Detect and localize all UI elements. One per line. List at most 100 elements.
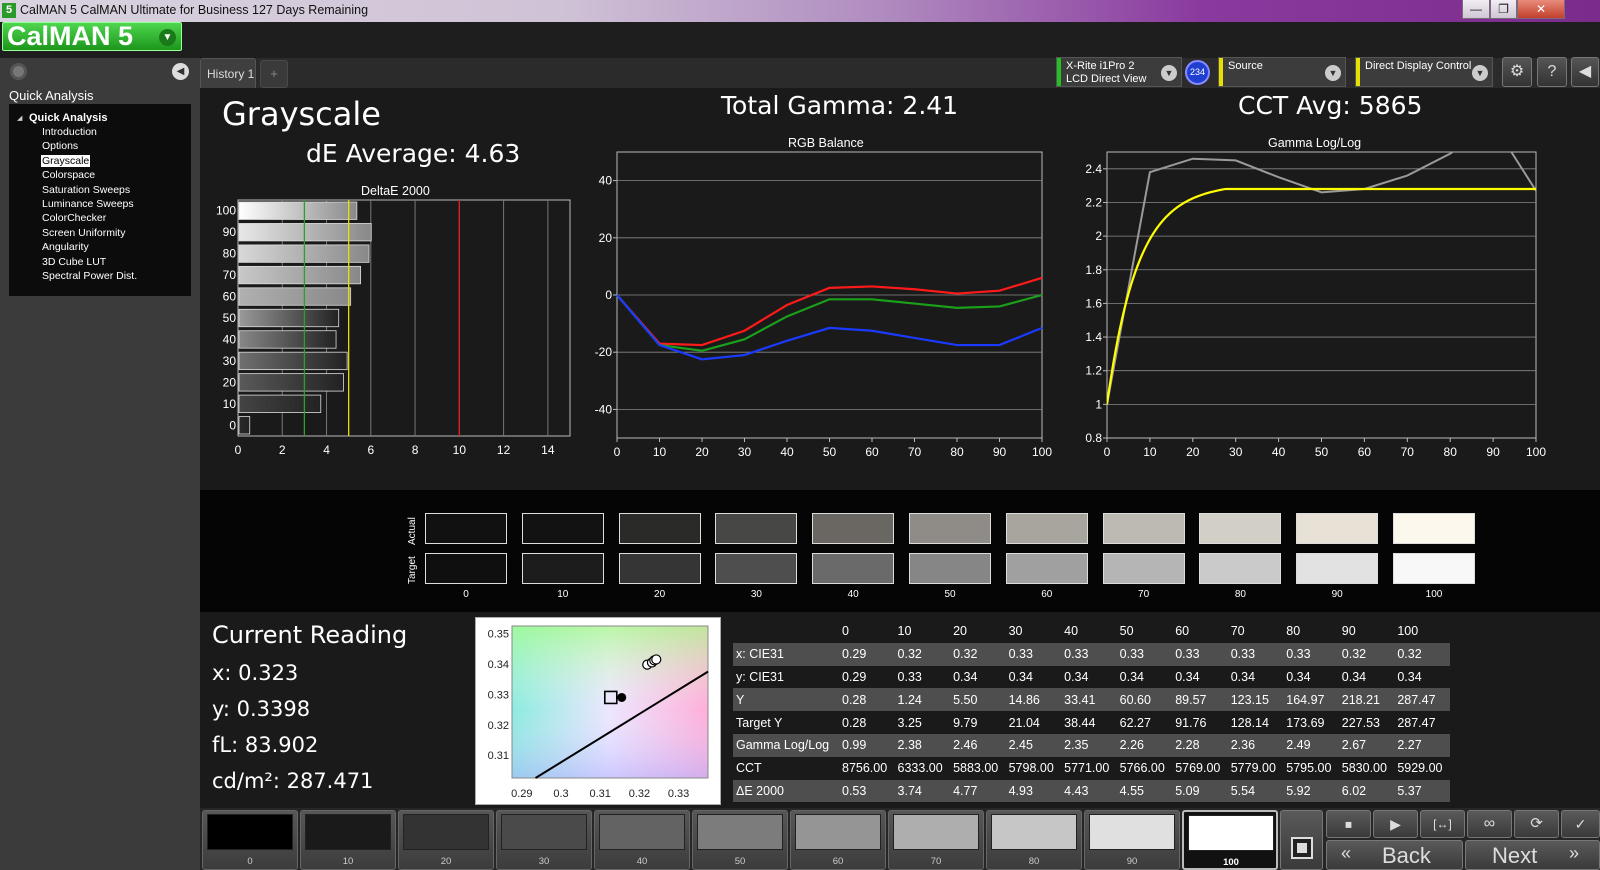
help-button[interactable]: ?	[1537, 57, 1567, 87]
source-selector[interactable]: Source ▼	[1218, 57, 1346, 87]
table-header: 100	[1394, 620, 1450, 643]
deltae-bar	[238, 265, 362, 285]
tree-root[interactable]: Quick Analysis	[29, 112, 108, 124]
tree-item-options[interactable]: Options	[42, 140, 79, 153]
table-cell: 2.49	[1283, 733, 1339, 757]
actual-swatch[interactable]	[618, 513, 701, 544]
actual-swatch[interactable]	[1393, 513, 1475, 544]
meter-selector[interactable]: X-Rite i1Pro 2 LCD Direct View ▼	[1056, 57, 1182, 87]
chevron-down-icon: ▼	[1325, 65, 1341, 81]
patch-color	[305, 814, 391, 850]
deltae-ylabel: 0	[229, 418, 236, 432]
patch-button-100[interactable]: 100	[1182, 810, 1278, 870]
patch-color	[991, 814, 1077, 850]
back-button[interactable]: « Back	[1326, 840, 1463, 870]
stop-icon	[1291, 837, 1313, 859]
add-tab-button[interactable]: +	[260, 60, 288, 88]
target-swatch[interactable]	[1199, 553, 1282, 584]
tree-item-grayscale[interactable]: Grayscale	[41, 154, 91, 167]
target-swatch[interactable]	[521, 553, 604, 584]
target-swatch[interactable]	[425, 553, 507, 584]
tab-history-1[interactable]: History 1	[200, 58, 256, 88]
actual-swatch[interactable]	[425, 513, 507, 544]
stop-button[interactable]: ⏹	[1326, 810, 1371, 838]
actual-swatch[interactable]	[521, 513, 604, 544]
close-button[interactable]: ✕	[1517, 0, 1565, 19]
table-cell: 5766.00	[1116, 756, 1173, 780]
target-swatch[interactable]	[1005, 553, 1088, 584]
gamma-ytick: 1.2	[1085, 364, 1102, 378]
patch-button-60[interactable]: 60	[790, 810, 886, 870]
patch-button-20[interactable]: 20	[398, 810, 494, 870]
table-cell: 5.92	[1283, 779, 1339, 803]
collapse-right-button[interactable]: ◀	[1571, 57, 1599, 87]
table-row-label: x: CIE31	[733, 642, 839, 666]
table-header: 40	[1061, 620, 1117, 643]
meter-badge[interactable]: 234	[1185, 60, 1210, 85]
deltae-xtick: 2	[279, 443, 286, 457]
target-swatch[interactable]	[909, 553, 991, 584]
actual-swatch[interactable]	[715, 513, 798, 544]
restore-button[interactable]: ❐	[1490, 0, 1517, 19]
loop-button[interactable]: ∞	[1467, 810, 1512, 838]
play-button[interactable]: ▶	[1373, 810, 1418, 838]
target-swatch[interactable]	[1102, 553, 1185, 584]
tree-item-saturation-sweeps[interactable]: Saturation Sweeps	[42, 183, 131, 196]
refresh-button[interactable]: ⟳	[1514, 810, 1559, 838]
tree-item-screen-uniformity[interactable]: Screen Uniformity	[42, 226, 126, 239]
actual-swatch[interactable]	[909, 513, 991, 544]
next-button[interactable]: Next »	[1465, 840, 1600, 870]
gamma-ytick: 0.8	[1085, 431, 1102, 445]
actual-swatch[interactable]	[1296, 513, 1379, 544]
rgb-chart-title: RGB Balance	[788, 136, 864, 150]
swatch-level-label: 20	[654, 589, 666, 600]
actual-swatch[interactable]	[1102, 513, 1185, 544]
actual-swatch[interactable]	[812, 513, 895, 544]
collapse-panel-icon[interactable]: ◀	[172, 63, 189, 80]
tree-item-spectral-power-dist[interactable]: Spectral Power Dist.	[42, 270, 138, 282]
gamma-xtick: 40	[1272, 445, 1286, 459]
minimize-button[interactable]: —	[1462, 0, 1490, 19]
table-cell: 218.21	[1338, 688, 1395, 712]
meter-status-bar	[1057, 58, 1061, 86]
cie-xtick: 0.31	[589, 788, 610, 800]
swatch-level-label: 80	[1234, 589, 1246, 600]
tree-expand-icon[interactable]: ◢	[17, 115, 23, 122]
range-button[interactable]: [↔]	[1420, 810, 1465, 838]
patch-button-30[interactable]: 30	[496, 810, 592, 870]
patch-button-40[interactable]: 40	[594, 810, 690, 870]
rgb-xtick: 10	[653, 445, 667, 459]
target-swatch[interactable]	[715, 553, 798, 584]
tree-item-colorspace[interactable]: Colorspace	[42, 169, 96, 182]
actual-swatch[interactable]	[1199, 513, 1282, 544]
workflow-pin-icon[interactable]	[10, 63, 27, 80]
tree-item-angularity[interactable]: Angularity	[42, 241, 89, 254]
cie-xtick: 0.3	[553, 788, 568, 800]
confirm-button[interactable]: ✓	[1561, 810, 1600, 838]
target-swatch[interactable]	[1393, 553, 1475, 584]
page-title: Grayscale	[222, 95, 381, 133]
deltae-ylabel: 70	[223, 268, 237, 282]
patch-button-50[interactable]: 50	[692, 810, 788, 870]
tree-item-luminance-sweeps[interactable]: Luminance Sweeps	[42, 198, 134, 210]
settings-button[interactable]: ⚙	[1502, 57, 1532, 87]
stop-square-button[interactable]	[1280, 810, 1323, 870]
patch-button-80[interactable]: 80	[986, 810, 1082, 870]
table-cell: 5769.00	[1172, 756, 1228, 780]
patch-button-70[interactable]: 70	[888, 810, 984, 870]
table-cell: 0.34	[1227, 665, 1284, 689]
target-swatch[interactable]	[618, 553, 701, 584]
target-swatch[interactable]	[812, 553, 895, 584]
patch-button-90[interactable]: 90	[1084, 810, 1180, 870]
patch-button-0[interactable]: 0	[202, 810, 298, 870]
patch-button-10[interactable]: 10	[300, 810, 396, 870]
actual-swatch[interactable]	[1005, 513, 1088, 544]
calman-menu-button[interactable]: CalMAN 5 ▼	[2, 21, 182, 51]
tree-item-colorchecker[interactable]: ColorChecker	[42, 212, 107, 225]
target-swatch[interactable]	[1296, 553, 1379, 584]
table-header: 70	[1227, 620, 1284, 643]
display-selector[interactable]: Direct Display Control ▼	[1355, 57, 1493, 87]
tree-item-introduction[interactable]: Introduction	[42, 126, 97, 138]
table-header: 90	[1338, 620, 1395, 643]
tree-item-3d-cube-lut[interactable]: 3D Cube LUT	[42, 255, 107, 268]
